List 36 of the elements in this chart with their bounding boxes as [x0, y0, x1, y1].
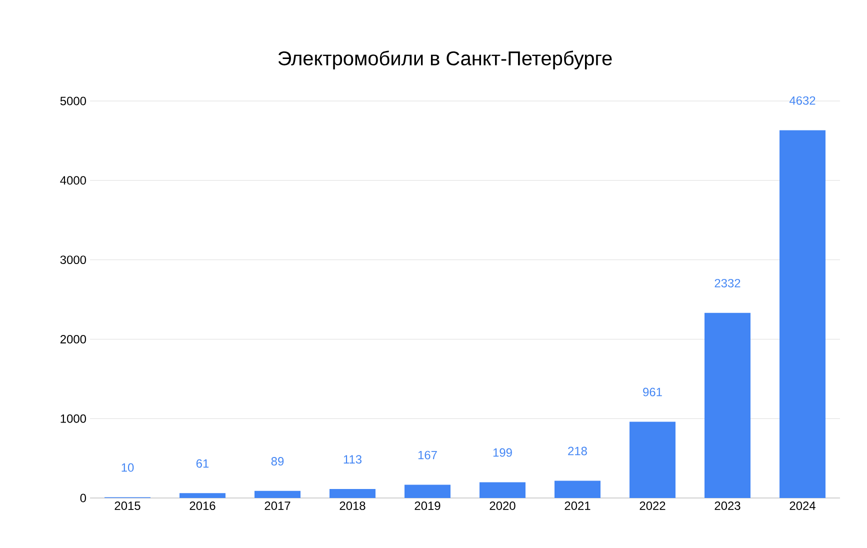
y-tick-label: 0 — [80, 494, 86, 502]
x-tick-label: 2016 — [190, 502, 216, 510]
data-label: 61 — [196, 459, 209, 468]
chart-title: Электромобили в Санкт-Петербурге — [278, 50, 612, 70]
data-label: 961 — [643, 388, 662, 396]
bar — [404, 484, 451, 498]
bar — [330, 489, 376, 498]
bar — [630, 422, 676, 498]
data-label: 4632 — [789, 96, 816, 105]
bar — [704, 312, 751, 498]
data-label: 199 — [493, 448, 512, 457]
bar — [480, 482, 526, 498]
x-tick-label: 2024 — [790, 502, 816, 510]
bar — [254, 490, 301, 498]
y-tick-label: 5000 — [60, 96, 86, 106]
y-tick-label: 3000 — [60, 256, 86, 264]
bar — [180, 493, 226, 498]
x-tick-label: 2017 — [264, 502, 290, 510]
x-tick-label: 2022 — [640, 502, 666, 510]
x-tick-label: 2021 — [564, 502, 590, 510]
data-label: 89 — [271, 457, 284, 466]
y-tick-label: 1000 — [60, 414, 86, 423]
x-tick-label: 2020 — [490, 502, 516, 510]
x-tick-label: 2015 — [114, 502, 140, 510]
data-label: 113 — [344, 455, 362, 464]
data-label: 10 — [122, 463, 134, 472]
data-label: 2332 — [714, 278, 740, 288]
bar — [554, 480, 601, 498]
y-tick-label: 4000 — [60, 176, 86, 185]
x-tick-label: 2019 — [414, 502, 440, 510]
data-label: 167 — [418, 450, 437, 460]
x-tick-label: 2023 — [714, 502, 740, 510]
y-tick-label: 2000 — [60, 334, 86, 344]
data-label: 218 — [568, 446, 587, 456]
bar — [780, 130, 826, 498]
x-tick-label: 2018 — [340, 502, 366, 510]
